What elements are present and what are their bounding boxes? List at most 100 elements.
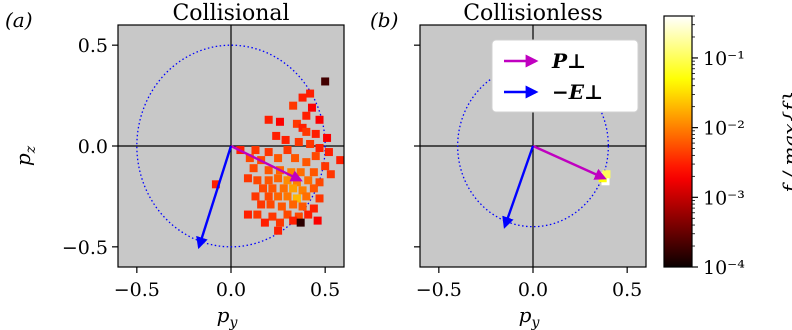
panel-collisional: −0.5 0.0 0.5 0.5 0.0 −0.5 Collisional (a) py pz [5, 1, 345, 330]
y-tick-label: −0.5 [62, 237, 108, 259]
legend-label: P⊥ [551, 49, 586, 73]
data-point [315, 144, 324, 153]
data-point [253, 210, 262, 219]
data-point [289, 101, 298, 110]
data-point [304, 210, 313, 219]
arrow-e-perp [196, 145, 233, 250]
data-point [302, 111, 311, 120]
data-point [309, 184, 318, 193]
data-point [274, 174, 283, 183]
data-point [243, 174, 252, 183]
data-point [298, 202, 307, 211]
data-point [283, 210, 292, 219]
data-point [321, 77, 330, 86]
data-point [302, 158, 311, 167]
data-point [302, 127, 311, 136]
data-point [275, 117, 284, 126]
data-point [309, 168, 318, 177]
arrow-e-perp [502, 145, 535, 229]
data-point [294, 212, 303, 221]
reference-circle [457, 64, 609, 228]
chart-title: Collisional [172, 1, 289, 26]
data-point [324, 148, 333, 157]
x-axis-label: py [217, 303, 239, 330]
data-point [274, 192, 283, 201]
chart-title: Collisionless [463, 1, 603, 26]
colorbar-tick-label: 10⁻² [703, 118, 745, 140]
data-point [264, 192, 273, 201]
data-point [259, 184, 268, 193]
x-tick-label: 0.5 [310, 279, 340, 301]
data-point [296, 218, 305, 227]
data-point [323, 133, 332, 142]
data-point [272, 131, 281, 140]
data-point [283, 176, 292, 185]
x-tick-label: 0.0 [216, 279, 246, 301]
y-tick-label: 0.0 [78, 136, 108, 158]
colorbar-label: f / max{f} [778, 91, 792, 195]
data-point [289, 200, 298, 209]
data-point [266, 200, 275, 209]
arrow-p-perp [230, 144, 303, 182]
data-point [268, 184, 277, 193]
data-point [211, 180, 220, 189]
data-point [321, 162, 330, 171]
x-tick-label: 0.5 [612, 279, 642, 301]
colorbar: 10⁻¹ 10⁻² 10⁻³ 10⁻⁴ f / max{f} [663, 15, 792, 279]
data-point [306, 89, 315, 98]
data-point [289, 184, 298, 193]
data-point [281, 135, 290, 144]
x-tick-label: −0.5 [416, 279, 462, 301]
data-point [292, 119, 301, 128]
data-point [302, 192, 311, 201]
data-point [315, 178, 324, 187]
data-point [289, 216, 298, 225]
data-point [274, 154, 283, 163]
data-point [264, 148, 273, 157]
x-axis-label: py [519, 303, 541, 330]
data-point [274, 226, 283, 235]
data-point [243, 210, 252, 219]
colorbar-tick-label: 10⁻⁴ [703, 257, 745, 279]
data-point [326, 170, 335, 179]
data-point [251, 146, 260, 155]
data-point [315, 115, 324, 124]
panel-label: (a) [5, 8, 33, 32]
data-point [298, 186, 307, 195]
data-point [268, 212, 277, 221]
arrow-p-perp [532, 144, 607, 180]
data-point [304, 176, 313, 185]
data-point [306, 139, 315, 148]
data-point [298, 123, 307, 132]
colorbar-tick-label: 10⁻³ [703, 187, 745, 209]
data-point [283, 192, 292, 201]
data-point [294, 137, 303, 146]
data-point [260, 218, 269, 227]
y-tick-label: 0.5 [78, 35, 108, 57]
data-point [309, 204, 318, 213]
data-point [291, 154, 300, 163]
data-point [313, 216, 322, 225]
panel-label: (b) [370, 8, 398, 32]
data-point [292, 178, 301, 187]
legend-label: −E⊥ [552, 80, 603, 104]
data-point [249, 164, 258, 173]
data-point [307, 103, 316, 112]
data-point [251, 192, 260, 201]
data-point [311, 129, 320, 138]
data-point [245, 154, 254, 163]
legend: P⊥ −E⊥ [491, 39, 639, 113]
y-axis-label: pz [11, 145, 39, 166]
data-point [264, 115, 273, 124]
data-point [336, 156, 344, 165]
data-point [292, 194, 301, 203]
reference-circle [136, 44, 326, 248]
data-point [315, 194, 324, 203]
data-point [296, 168, 305, 177]
data-point [311, 152, 320, 161]
x-tick-label: 0.0 [518, 279, 548, 301]
x-tick-label: −0.5 [114, 279, 160, 301]
data-point [279, 184, 288, 193]
data-point [264, 166, 273, 175]
data-point [253, 176, 262, 185]
